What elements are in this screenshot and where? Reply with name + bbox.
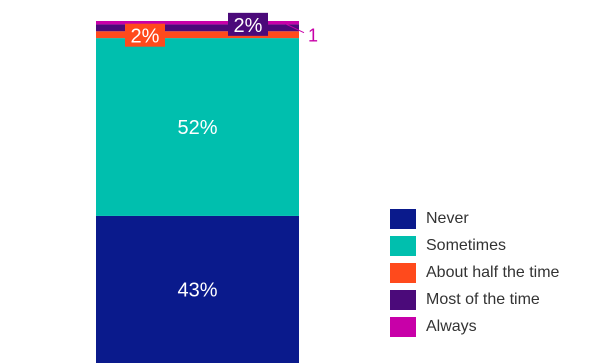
legend-label-sometimes: Sometimes (426, 236, 507, 254)
legend-item-sometimes: Sometimes (390, 232, 559, 259)
legend-swatch-most (390, 289, 416, 310)
legend-item-about-half: About half the time (390, 259, 559, 286)
legend-label-never: Never (426, 209, 469, 227)
data-label-most: 2% (234, 15, 263, 37)
bar-segment-always (96, 21, 299, 25)
bar-segment-most (96, 24, 299, 32)
legend-item-never: Never (390, 205, 559, 232)
legend-swatch-never (390, 208, 416, 229)
bar-segment-never (96, 215, 299, 363)
legend-label-most: Most of the time (426, 290, 540, 308)
data-label-box-about-half (125, 23, 165, 47)
data-label-about-half: 2% (131, 26, 160, 48)
legend-item-most: Most of the time (390, 286, 559, 313)
data-label-never: 43% (177, 279, 217, 301)
leader-line-always (282, 22, 305, 34)
legend-swatch-about-half (390, 262, 416, 283)
bar-segment-sometimes (96, 38, 299, 216)
legend-label-about-half: About half the time (426, 263, 560, 281)
bar-segment-about-half (96, 31, 299, 39)
data-label-sometimes: 52% (177, 117, 217, 139)
legend-swatch-always (390, 316, 416, 337)
data-label-always: 1 (308, 26, 318, 46)
legend-item-always: Always (390, 313, 559, 340)
legend-label-always: Always (426, 317, 477, 335)
data-labels: 43% 52% 2% 2% 1 (125, 12, 318, 301)
legend: Never Sometimes About half the time Most… (390, 205, 559, 340)
data-label-box-most (228, 12, 268, 36)
bar-stack (96, 21, 299, 363)
legend-swatch-sometimes (390, 235, 416, 256)
